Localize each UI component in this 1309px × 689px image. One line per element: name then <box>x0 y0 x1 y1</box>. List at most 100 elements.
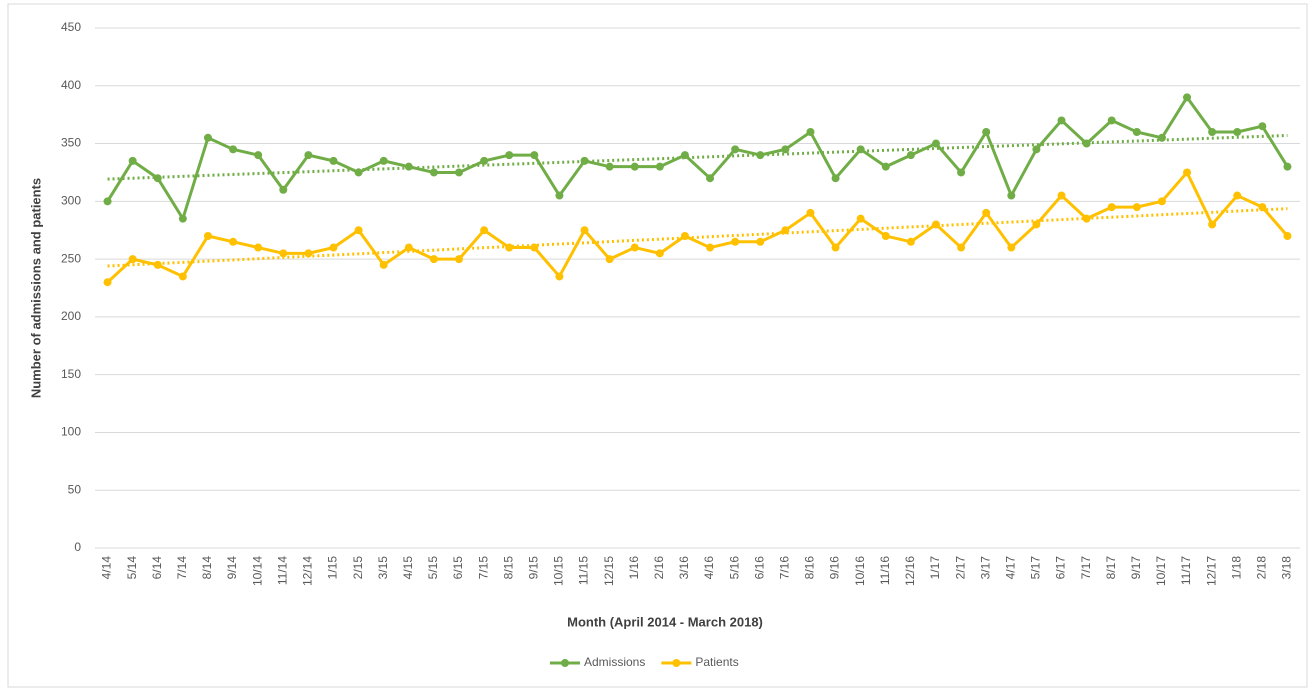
x-tick-label: 1/15 <box>326 556 340 580</box>
x-tick-label: 6/16 <box>752 556 766 580</box>
data-point <box>1107 116 1116 125</box>
data-point <box>957 168 966 177</box>
legend-label: Admissions <box>584 655 645 669</box>
data-point <box>128 156 137 165</box>
x-tick-label: 2/17 <box>953 556 967 580</box>
data-point <box>1208 220 1217 229</box>
data-point <box>655 249 664 258</box>
data-point <box>605 162 614 171</box>
x-tick-label: 7/17 <box>1079 556 1093 580</box>
x-tick-label: 3/18 <box>1280 556 1294 580</box>
data-point <box>605 255 614 264</box>
x-tick-label: 10/14 <box>250 556 264 586</box>
data-point <box>931 139 940 148</box>
series-line <box>106 169 1289 284</box>
data-point <box>279 249 288 258</box>
data-point <box>655 162 664 171</box>
x-tick-label: 10/16 <box>853 556 867 586</box>
x-tick-label: 6/14 <box>150 556 164 580</box>
y-axis-title: Number of admissions and patients <box>28 178 43 398</box>
data-point <box>580 226 589 235</box>
y-tick-label: 0 <box>74 540 81 554</box>
data-point <box>580 156 589 165</box>
y-tick-label: 300 <box>61 194 81 208</box>
legend-marker <box>561 659 569 667</box>
data-point <box>957 243 966 252</box>
data-point <box>455 255 464 264</box>
x-tick-label: 2/16 <box>652 556 666 580</box>
data-point <box>1007 191 1016 200</box>
data-point <box>931 220 940 229</box>
data-point <box>1057 191 1066 200</box>
x-tick-label: 4/14 <box>100 556 114 580</box>
x-tick-label: 6/15 <box>451 556 465 580</box>
data-point <box>906 151 915 160</box>
x-tick-label: 8/17 <box>1104 556 1118 580</box>
data-point <box>1082 214 1091 223</box>
x-tick-label: 5/14 <box>125 556 139 580</box>
x-tick-label: 7/16 <box>778 556 792 580</box>
data-point <box>203 232 212 240</box>
data-point <box>806 128 815 136</box>
x-tick-label: 3/17 <box>978 556 992 580</box>
data-point <box>1082 139 1091 148</box>
x-tick-label: 11/14 <box>275 556 289 585</box>
x-tick-label: 10/17 <box>1154 556 1168 586</box>
data-point <box>555 191 564 200</box>
x-tick-label: 10/15 <box>552 556 566 586</box>
x-tick-label: 8/16 <box>803 556 817 580</box>
data-point <box>1132 128 1141 136</box>
x-tick-label: 1/17 <box>928 556 942 580</box>
data-point <box>756 151 765 160</box>
x-tick-label: 11/17 <box>1179 556 1193 585</box>
x-axis-title: Month (April 2014 - March 2018) <box>567 614 763 629</box>
data-point <box>1007 243 1016 252</box>
data-point <box>279 185 288 194</box>
x-tick-label: 8/15 <box>501 556 515 580</box>
data-point <box>103 278 112 287</box>
data-point <box>404 162 413 171</box>
data-point <box>630 243 639 252</box>
data-point <box>178 214 187 223</box>
x-tick-label: 11/15 <box>577 556 591 585</box>
data-point <box>103 197 112 206</box>
y-tick-label: 450 <box>61 20 81 34</box>
legend-marker <box>672 659 681 667</box>
x-tick-label: 6/17 <box>1054 556 1068 580</box>
x-tick-label: 5/17 <box>1029 556 1043 580</box>
data-point <box>756 237 765 246</box>
legend-label: Patients <box>695 655 738 669</box>
data-point <box>806 208 815 217</box>
data-point <box>906 237 915 246</box>
data-point <box>1258 122 1267 131</box>
x-tick-label: 9/17 <box>1129 556 1143 580</box>
x-tick-label: 7/15 <box>476 556 490 580</box>
y-tick-label: 250 <box>61 251 81 265</box>
data-point <box>254 151 263 160</box>
data-point <box>1283 232 1292 240</box>
x-tick-label: 7/14 <box>175 556 189 580</box>
x-tick-label: 12/16 <box>903 556 917 586</box>
y-tick-label: 400 <box>61 78 81 92</box>
data-point <box>1132 203 1141 212</box>
data-point <box>1032 145 1041 154</box>
data-point <box>881 162 890 171</box>
x-tick-label: 1/18 <box>1229 556 1243 580</box>
data-point <box>630 162 639 171</box>
x-tick-label: 4/17 <box>1003 556 1017 580</box>
data-point <box>1107 203 1116 212</box>
x-tick-label: 9/15 <box>526 556 540 580</box>
data-point <box>429 168 438 177</box>
data-point <box>856 145 865 154</box>
data-point <box>354 168 363 177</box>
chart-border <box>7 3 1308 688</box>
data-point <box>731 237 740 246</box>
x-tick-label: 9/16 <box>828 556 842 580</box>
trend-line <box>107 207 1288 268</box>
data-point <box>229 145 238 154</box>
data-point <box>203 133 212 142</box>
x-tick-label: 11/16 <box>878 556 892 585</box>
data-point <box>254 243 263 252</box>
data-point <box>429 255 438 264</box>
